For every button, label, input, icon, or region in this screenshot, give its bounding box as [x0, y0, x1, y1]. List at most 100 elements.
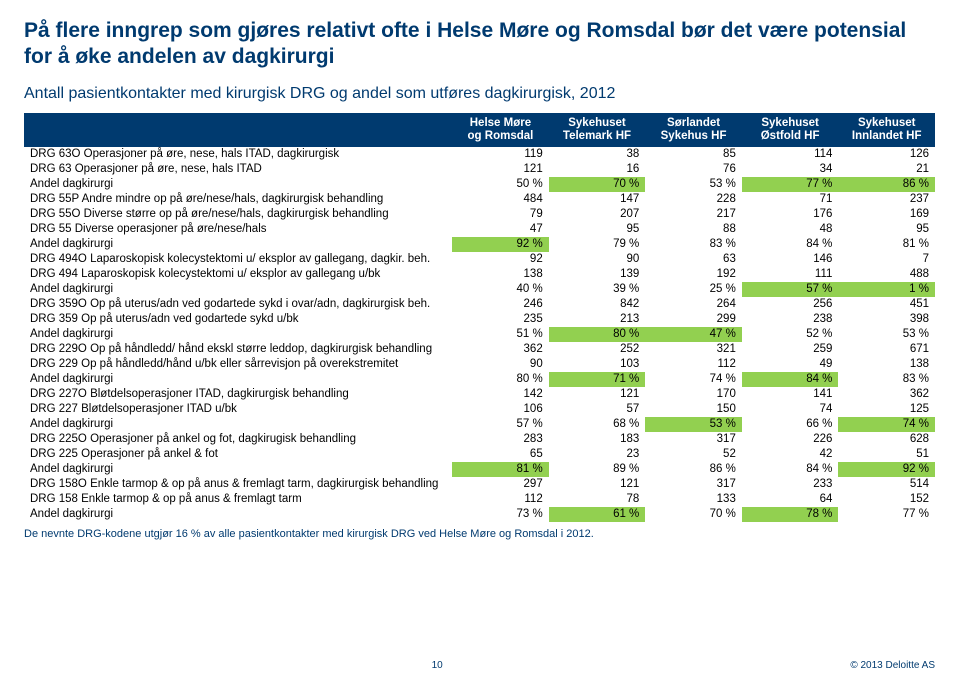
cell-value: 79 % [549, 237, 646, 252]
table-row: Andel dagkirurgi51 %80 %47 %52 %53 % [24, 327, 935, 342]
row-label: DRG 227 Bløtdelsoperasjoner ITAD u/bk [24, 402, 452, 417]
cell-value: 147 [549, 192, 646, 207]
cell-value: 34 [742, 162, 839, 177]
col-helse-more: Helse Møreog Romsdal [452, 113, 549, 147]
row-label: Andel dagkirurgi [24, 177, 452, 192]
table-row: DRG 225O Operasjoner på ankel og fot, da… [24, 432, 935, 447]
cell-value: 68 % [549, 417, 646, 432]
cell-value: 73 % [452, 507, 549, 522]
col-innlandet: SykehusetInnlandet HF [838, 113, 935, 147]
cell-value: 81 % [452, 462, 549, 477]
row-label: DRG 225O Operasjoner på ankel og fot, da… [24, 432, 452, 447]
table-row: Andel dagkirurgi92 %79 %83 %84 %81 % [24, 237, 935, 252]
cell-value: 57 % [742, 282, 839, 297]
cell-value: 90 [452, 357, 549, 372]
cell-value: 61 % [549, 507, 646, 522]
footer: 10 © 2013 Deloitte AS [0, 660, 959, 671]
cell-value: 51 [838, 447, 935, 462]
page-subtitle: Antall pasientkontakter med kirurgisk DR… [24, 85, 935, 103]
cell-value: 57 [549, 402, 646, 417]
cell-value: 38 [549, 147, 646, 162]
cell-value: 84 % [742, 462, 839, 477]
row-label: DRG 359 Op på uterus/adn ved godartede s… [24, 312, 452, 327]
table-row: DRG 158O Enkle tarmop & op på anus & fre… [24, 477, 935, 492]
cell-value: 628 [838, 432, 935, 447]
cell-value: 183 [549, 432, 646, 447]
cell-value: 39 % [549, 282, 646, 297]
table-row: DRG 359 Op på uterus/adn ved godartede s… [24, 312, 935, 327]
table-row: DRG 229 Op på håndledd/hånd u/bk eller s… [24, 357, 935, 372]
cell-value: 119 [452, 147, 549, 162]
table-row: DRG 359O Op på uterus/adn ved godartede … [24, 297, 935, 312]
row-label: DRG 494 Laparoskopisk kolecystektomi u/ … [24, 267, 452, 282]
row-label: DRG 63 Operasjoner på øre, nese, hals IT… [24, 162, 452, 177]
table-row: Andel dagkirurgi81 %89 %86 %84 %92 % [24, 462, 935, 477]
cell-value: 52 % [742, 327, 839, 342]
cell-value: 297 [452, 477, 549, 492]
cell-value: 213 [549, 312, 646, 327]
cell-value: 226 [742, 432, 839, 447]
row-label: DRG 229 Op på håndledd/hånd u/bk eller s… [24, 357, 452, 372]
cell-value: 74 [742, 402, 839, 417]
cell-value: 398 [838, 312, 935, 327]
cell-value: 49 [742, 357, 839, 372]
cell-value: 111 [742, 267, 839, 282]
page-title: På flere inngrep som gjøres relativt oft… [24, 18, 935, 71]
cell-value: 112 [645, 357, 742, 372]
cell-value: 362 [838, 387, 935, 402]
cell-value: 64 [742, 492, 839, 507]
row-label: DRG 55 Diverse operasjoner på øre/nese/h… [24, 222, 452, 237]
row-label: DRG 158 Enkle tarmop & op på anus & frem… [24, 492, 452, 507]
cell-value: 77 % [742, 177, 839, 192]
cell-value: 121 [452, 162, 549, 177]
cell-value: 57 % [452, 417, 549, 432]
cell-value: 514 [838, 477, 935, 492]
table-header-row: Helse Møreog Romsdal SykehusetTelemark H… [24, 113, 935, 147]
table-row: DRG 63 Operasjoner på øre, nese, hals IT… [24, 162, 935, 177]
cell-value: 42 [742, 447, 839, 462]
cell-value: 321 [645, 342, 742, 357]
cell-value: 53 % [645, 417, 742, 432]
table-row: DRG 227O Bløtdelsoperasjoner ITAD, dagki… [24, 387, 935, 402]
cell-value: 70 % [645, 507, 742, 522]
cell-value: 259 [742, 342, 839, 357]
row-label: Andel dagkirurgi [24, 237, 452, 252]
cell-value: 74 % [838, 417, 935, 432]
col-ostfold: SykehusetØstfold HF [742, 113, 839, 147]
cell-value: 90 [549, 252, 646, 267]
row-label: Andel dagkirurgi [24, 417, 452, 432]
cell-value: 488 [838, 267, 935, 282]
cell-value: 16 [549, 162, 646, 177]
drg-table: Helse Møreog Romsdal SykehusetTelemark H… [24, 113, 935, 522]
table-row: DRG 55P Andre mindre op på øre/nese/hals… [24, 192, 935, 207]
cell-value: 146 [742, 252, 839, 267]
cell-value: 138 [838, 357, 935, 372]
cell-value: 40 % [452, 282, 549, 297]
row-label: DRG 227O Bløtdelsoperasjoner ITAD, dagki… [24, 387, 452, 402]
cell-value: 48 [742, 222, 839, 237]
cell-value: 237 [838, 192, 935, 207]
cell-value: 141 [742, 387, 839, 402]
cell-value: 83 % [645, 237, 742, 252]
cell-value: 21 [838, 162, 935, 177]
cell-value: 47 [452, 222, 549, 237]
row-label: DRG 229O Op på håndledd/ hånd ekskl stør… [24, 342, 452, 357]
table-row: DRG 63O Operasjoner på øre, nese, hals I… [24, 147, 935, 162]
cell-value: 299 [645, 312, 742, 327]
row-label: DRG 494O Laparoskopisk kolecystektomi u/… [24, 252, 452, 267]
row-label: Andel dagkirurgi [24, 372, 452, 387]
row-label: DRG 225 Operasjoner på ankel & fot [24, 447, 452, 462]
cell-value: 138 [452, 267, 549, 282]
cell-value: 77 % [838, 507, 935, 522]
row-label: DRG 158O Enkle tarmop & op på anus & fre… [24, 477, 452, 492]
cell-value: 95 [838, 222, 935, 237]
cell-value: 92 % [838, 462, 935, 477]
cell-value: 246 [452, 297, 549, 312]
cell-value: 79 [452, 207, 549, 222]
cell-value: 256 [742, 297, 839, 312]
cell-value: 235 [452, 312, 549, 327]
cell-value: 78 % [742, 507, 839, 522]
cell-value: 362 [452, 342, 549, 357]
cell-value: 88 [645, 222, 742, 237]
cell-value: 283 [452, 432, 549, 447]
